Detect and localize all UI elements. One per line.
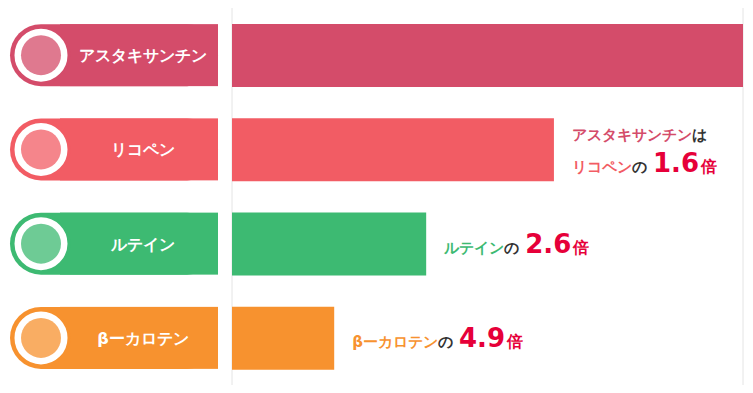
svg-text:アスタキサンチンは: アスタキサンチンは [572,126,707,144]
svg-text:リコペンの1.6倍: リコペンの1.6倍 [572,148,717,178]
svg-text:ルテイン: ルテイン [110,235,175,254]
svg-text:βーカロテンの4.9倍: βーカロテンの4.9倍 [352,323,523,353]
svg-text:βーカロテン: βーカロテン [97,329,188,348]
svg-text:リコペン: リコペン [111,140,175,159]
svg-text:ルテインの2.6倍: ルテインの2.6倍 [443,229,589,259]
svg-text:アスタキサンチン: アスタキサンチン [79,46,207,65]
